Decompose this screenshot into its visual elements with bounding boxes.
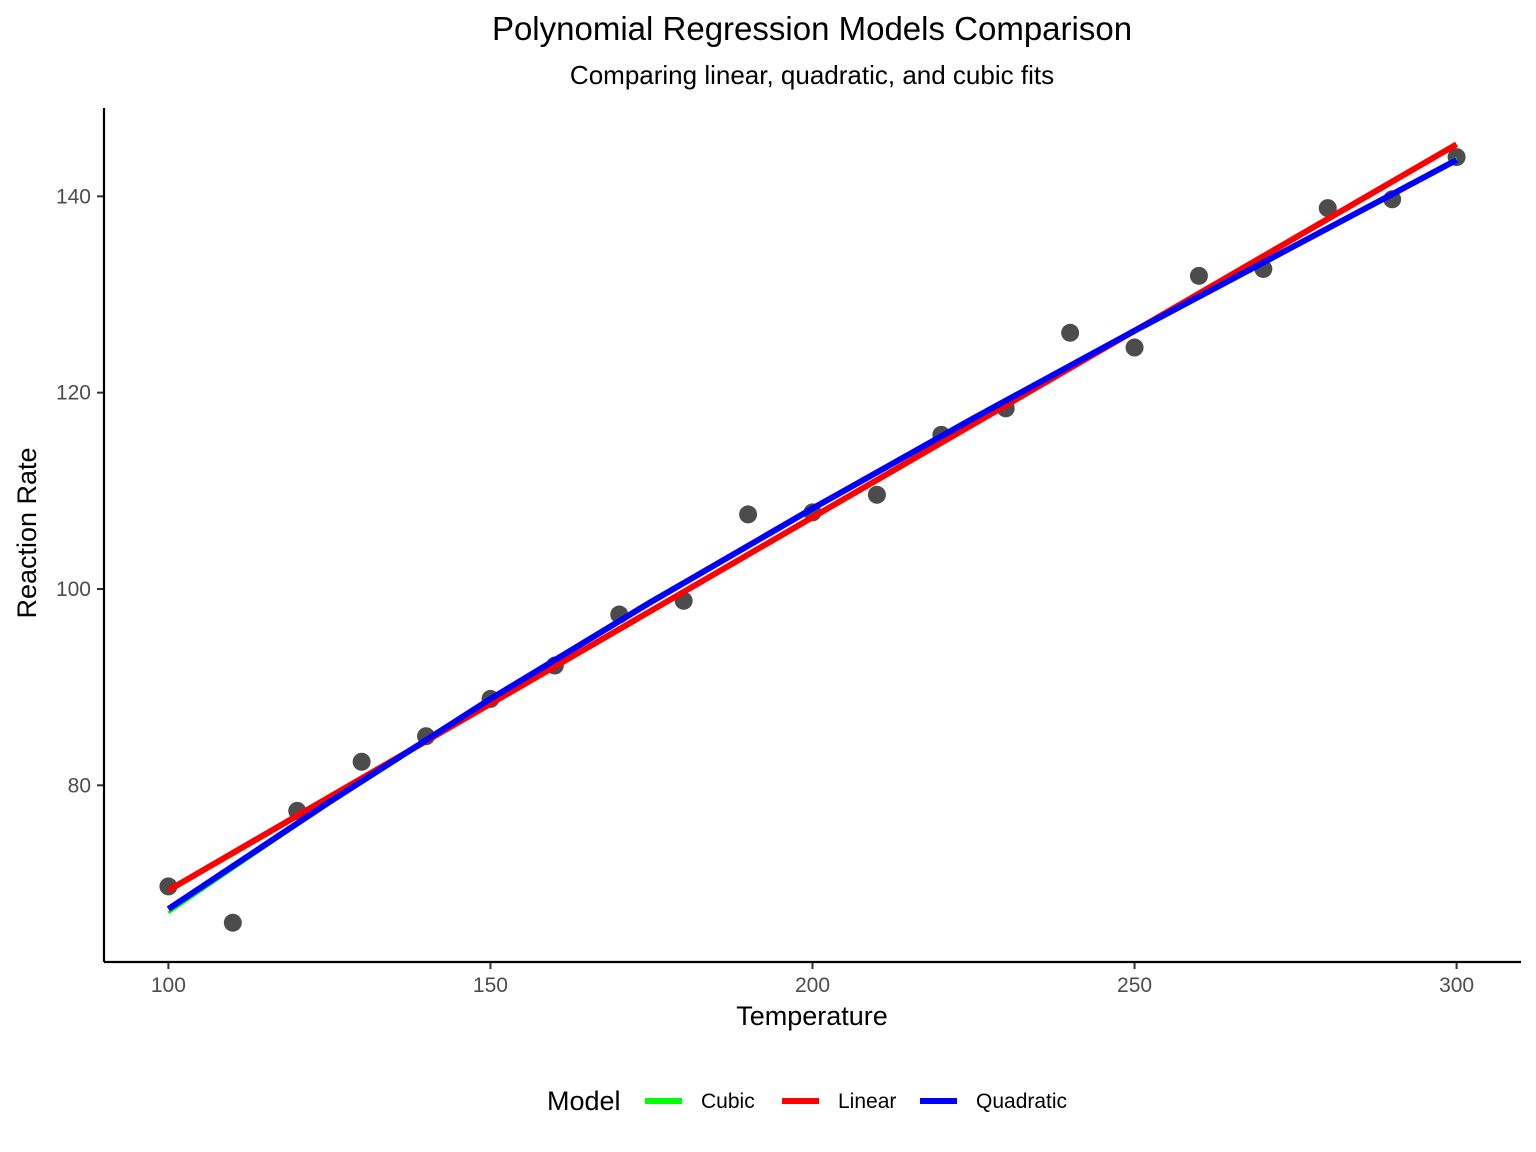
data-point	[739, 505, 758, 524]
plot-area: 80 100 120 140 100 150 200 250 300	[56, 108, 1521, 997]
data-points	[159, 148, 1466, 932]
x-axis-title: Temperature	[736, 1001, 888, 1031]
y-tick-label: 100	[56, 578, 91, 601]
x-tick-label: 200	[795, 974, 830, 997]
data-point	[1318, 199, 1337, 218]
legend-items: Cubic Linear Quadratic	[645, 1090, 1067, 1113]
data-point	[867, 485, 886, 504]
chart-subtitle: Comparing linear, quadratic, and cubic f…	[570, 60, 1054, 90]
data-point	[1125, 338, 1144, 357]
x-tick-label: 300	[1439, 974, 1474, 997]
legend-label-quadratic: Quadratic	[976, 1090, 1067, 1113]
legend: Model Cubic Linear Quadratic	[547, 1086, 1067, 1116]
y-tick-label: 140	[56, 185, 91, 208]
data-point	[223, 913, 242, 932]
legend-label-linear: Linear	[838, 1090, 896, 1113]
chart-title: Polynomial Regression Models Comparison	[492, 10, 1132, 47]
data-point	[1061, 323, 1080, 342]
y-axis-ticks: 80 100 120 140	[56, 185, 104, 797]
y-tick-label: 80	[68, 774, 91, 797]
legend-label-cubic: Cubic	[701, 1090, 755, 1113]
x-axis-ticks: 100 150 200 250 300	[151, 962, 1474, 997]
data-point	[1189, 266, 1208, 285]
x-tick-label: 150	[473, 974, 508, 997]
x-tick-label: 100	[151, 974, 186, 997]
y-axis-title: Reaction Rate	[12, 447, 42, 618]
data-point	[352, 752, 371, 771]
fit-lines	[166, 141, 1459, 915]
fit-line-quadratic	[166, 157, 1459, 912]
y-tick-label: 120	[56, 382, 91, 405]
x-tick-label: 250	[1117, 974, 1152, 997]
legend-title: Model	[547, 1086, 621, 1116]
